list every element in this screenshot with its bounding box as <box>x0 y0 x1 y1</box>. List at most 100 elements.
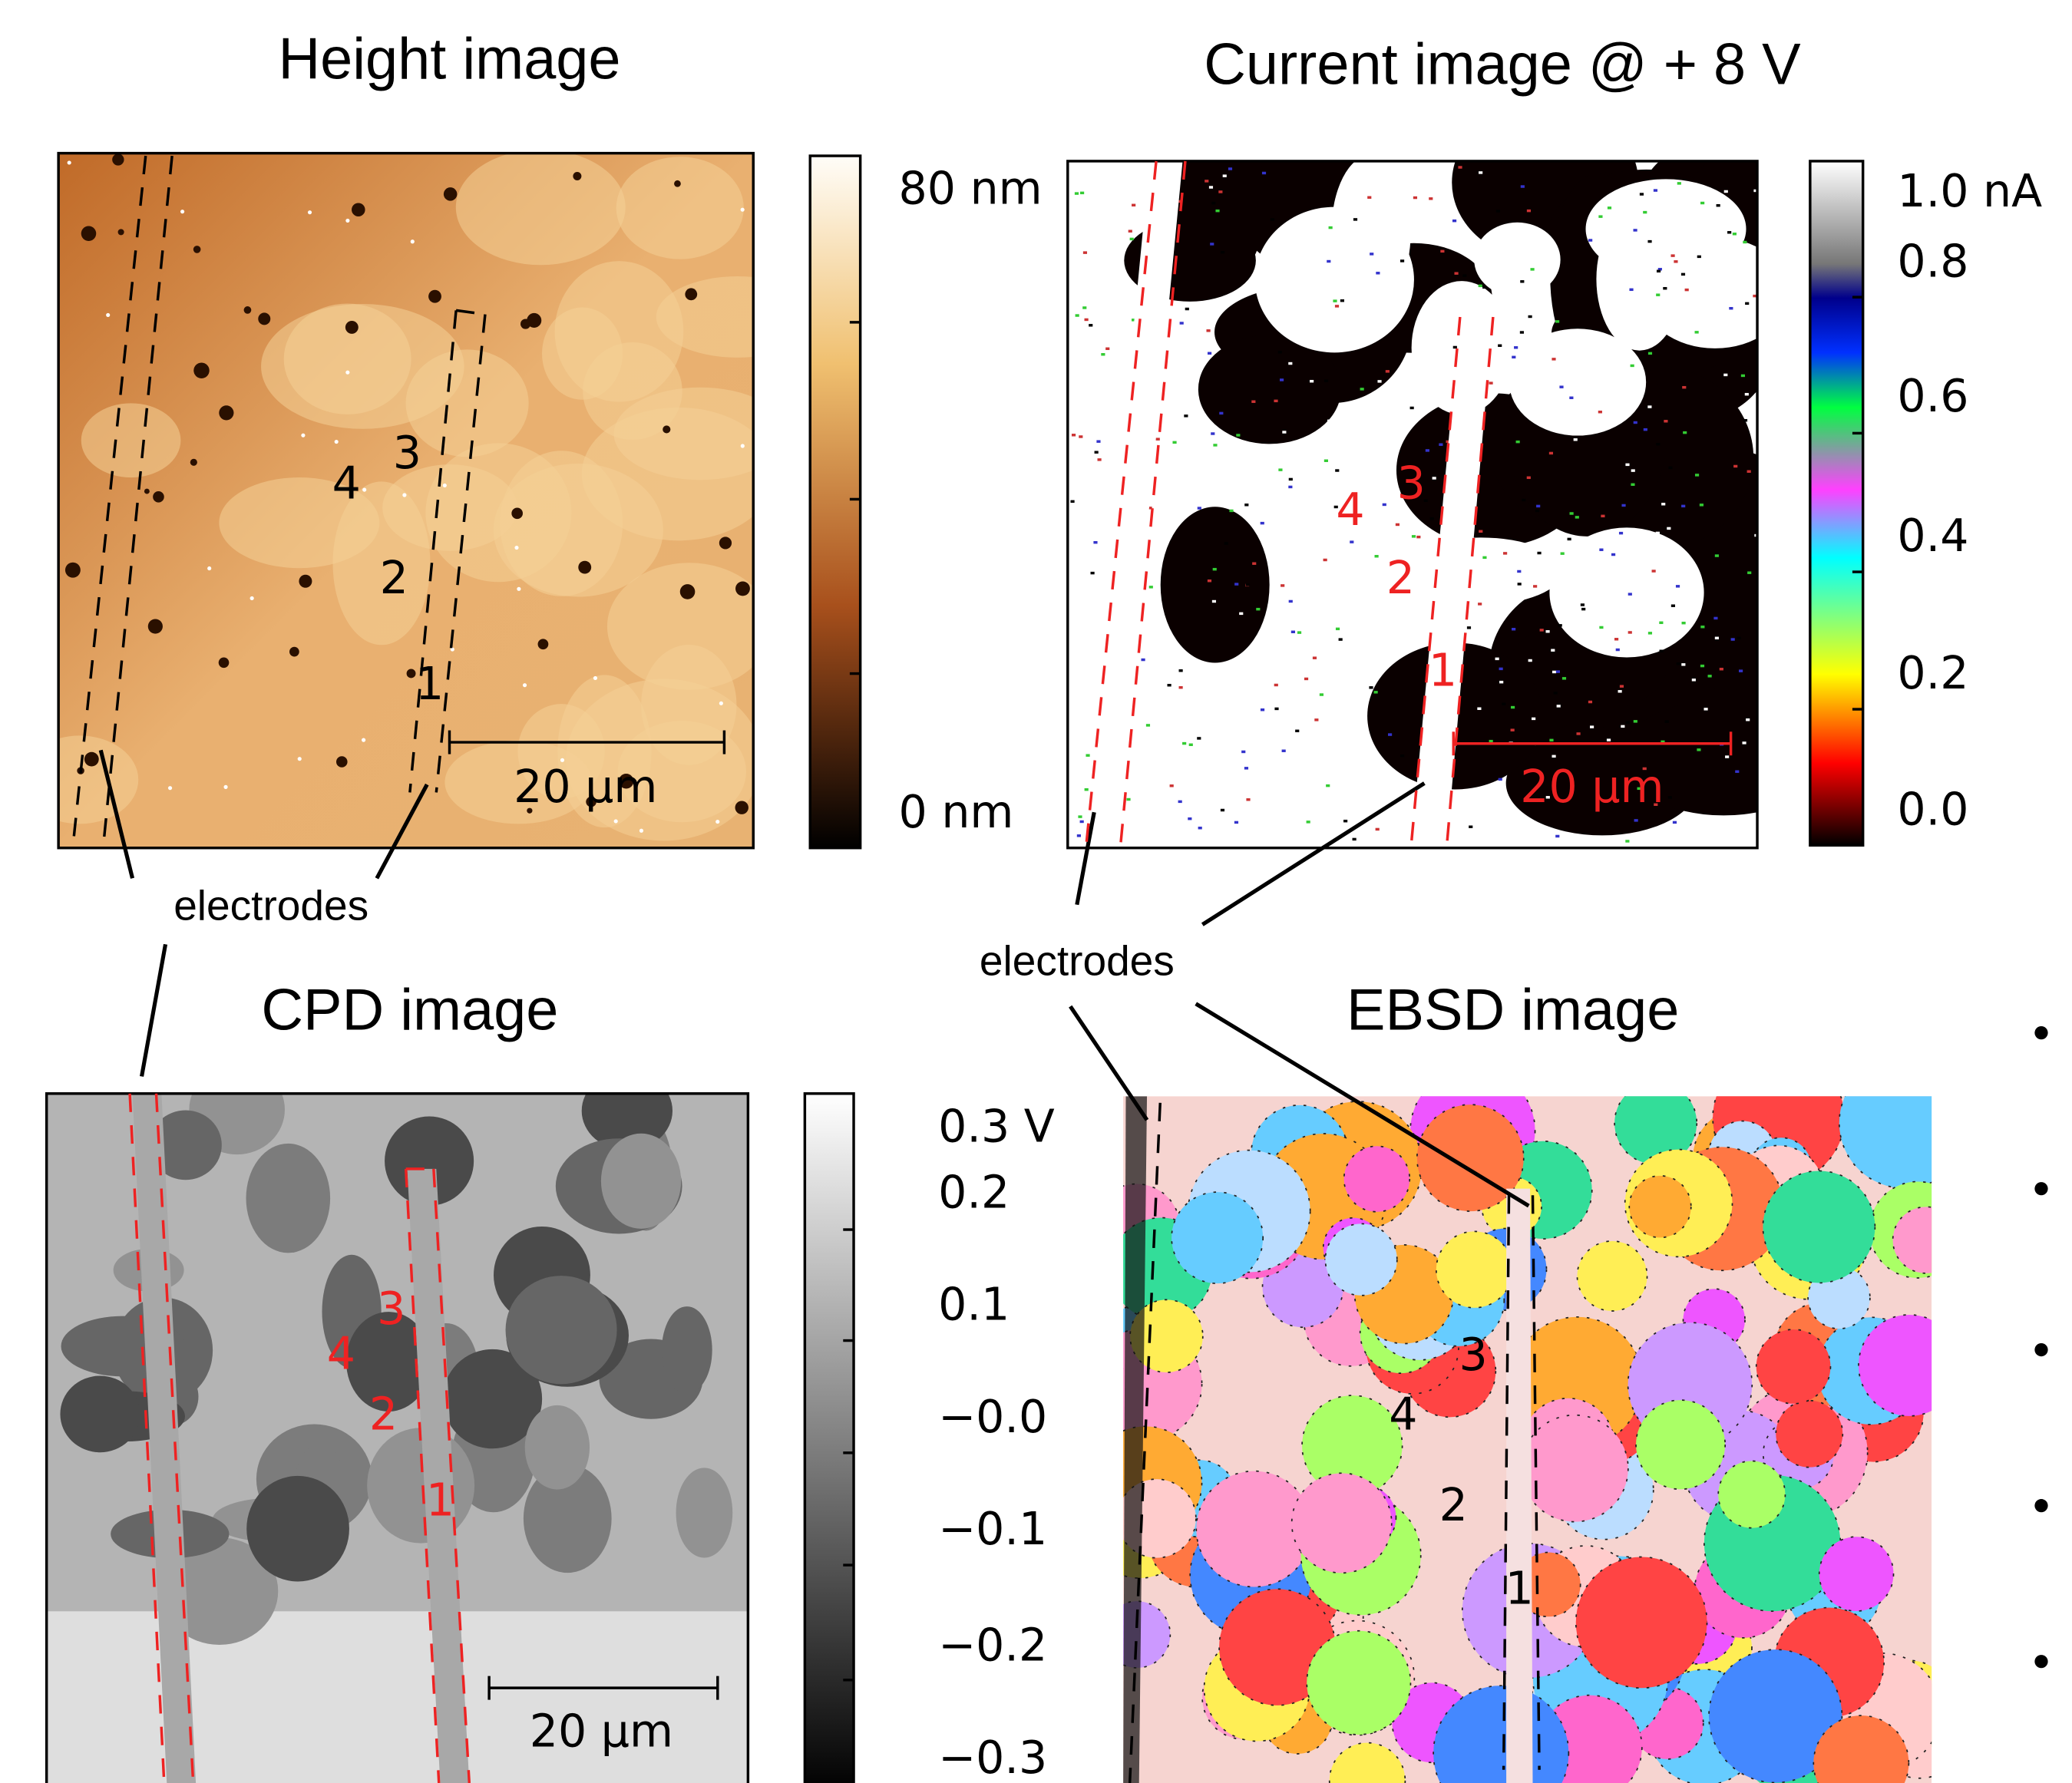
texture <box>1561 552 1565 554</box>
colorbar-label: 1.0 nA <box>1897 165 2042 217</box>
texture <box>1077 834 1081 837</box>
grain <box>1756 1329 1831 1404</box>
colorbar-label: 0.2 <box>1897 647 1968 699</box>
texture <box>1478 603 1482 605</box>
texture <box>1626 721 1630 724</box>
texture <box>1093 541 1097 543</box>
texture <box>1621 725 1624 728</box>
colorbar-label: −0.2 <box>938 1620 1047 1672</box>
bullet <box>2034 1655 2047 1668</box>
texture <box>1172 441 1176 444</box>
texture <box>1631 484 1634 486</box>
grain <box>1893 1207 1960 1273</box>
texture <box>1307 821 1310 823</box>
bullet <box>2034 1499 2047 1512</box>
texture <box>735 801 748 814</box>
texture <box>1072 434 1076 436</box>
texture <box>1666 632 1670 634</box>
texture <box>1185 308 1189 310</box>
texture <box>1743 241 1746 243</box>
texture <box>1512 356 1515 358</box>
texture <box>1396 523 1400 526</box>
texture <box>1692 679 1696 681</box>
texture <box>1086 754 1089 756</box>
texture <box>1634 229 1637 231</box>
texture <box>1528 315 1532 318</box>
colorbar-label: 0.2 <box>938 1166 1010 1218</box>
texture <box>1208 579 1211 582</box>
grain <box>1629 1176 1690 1237</box>
grain <box>1577 1241 1647 1311</box>
texture <box>1514 346 1518 348</box>
texture <box>1360 388 1364 390</box>
texture <box>1364 296 1368 298</box>
texture <box>193 246 201 253</box>
texture <box>1288 362 1292 365</box>
texture <box>1681 663 1685 665</box>
colorbar-label: 0.0 <box>1897 783 1968 835</box>
texture <box>1654 189 1657 191</box>
figure: Height image Current image @ + 8 V CPD i… <box>0 0 2072 1783</box>
texture <box>284 303 411 414</box>
texture <box>1574 438 1578 441</box>
arrow <box>142 944 166 1076</box>
texture <box>1156 437 1160 440</box>
texture <box>1681 273 1685 276</box>
texture <box>1377 380 1381 382</box>
texture <box>1640 592 1644 594</box>
texture <box>1289 478 1293 480</box>
texture <box>1314 718 1318 721</box>
texture <box>735 581 750 596</box>
texture <box>1558 624 1562 626</box>
colorbar <box>810 156 860 848</box>
texture <box>1278 468 1282 471</box>
electrode <box>1506 1189 1532 1783</box>
grain-marker: 2 <box>1386 552 1415 604</box>
texture <box>1080 821 1084 823</box>
texture <box>715 820 719 824</box>
texture <box>1429 197 1433 200</box>
texture <box>1339 638 1343 640</box>
texture <box>1746 718 1750 721</box>
texture <box>1170 784 1174 787</box>
texture <box>1221 251 1224 253</box>
colorbar-label: 0.1 <box>938 1279 1010 1331</box>
texture <box>1205 180 1208 182</box>
texture <box>1631 365 1634 367</box>
texture <box>1517 570 1521 573</box>
texture <box>1085 788 1089 791</box>
grain <box>1763 1171 1875 1283</box>
texture <box>1683 431 1687 434</box>
texture <box>153 491 164 503</box>
texture <box>1643 211 1647 213</box>
texture <box>1697 748 1700 751</box>
texture <box>1335 469 1339 471</box>
texture <box>1076 314 1079 316</box>
texture <box>514 546 518 550</box>
texture <box>1096 440 1100 442</box>
texture <box>1671 604 1675 606</box>
texture <box>1616 649 1620 651</box>
texture <box>1082 306 1086 309</box>
texture <box>1496 210 1500 212</box>
texture <box>1213 568 1217 570</box>
texture <box>1400 259 1404 262</box>
texture <box>1682 386 1686 388</box>
texture <box>1531 268 1535 270</box>
texture <box>1549 739 1553 741</box>
texture <box>1426 449 1429 451</box>
texture <box>1105 348 1109 350</box>
texture <box>663 425 670 433</box>
texture <box>1652 570 1656 572</box>
texture <box>1733 233 1737 235</box>
texture <box>1663 287 1667 289</box>
texture <box>1479 599 1482 601</box>
texture <box>1521 185 1525 187</box>
texture <box>1681 505 1685 507</box>
texture <box>1198 665 1202 667</box>
texture <box>719 702 723 705</box>
colorbar-label: −0.1 <box>938 1503 1047 1555</box>
texture <box>525 1405 590 1490</box>
texture <box>148 619 163 633</box>
texture <box>1677 662 1680 665</box>
